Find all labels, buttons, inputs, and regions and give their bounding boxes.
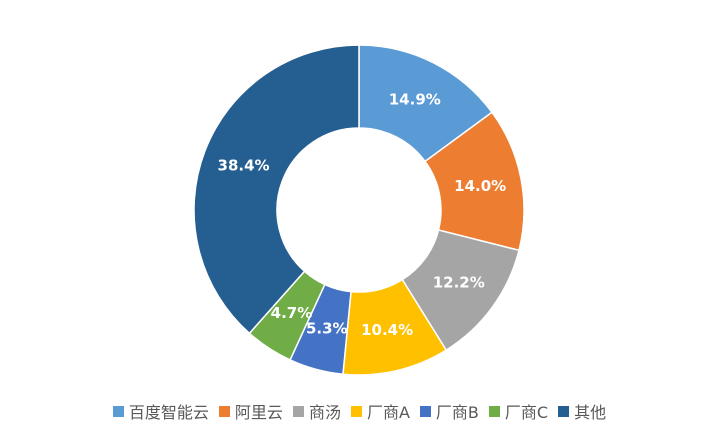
legend-swatch bbox=[488, 405, 500, 417]
legend-swatch bbox=[112, 405, 124, 417]
legend: 百度智能云 阿里云 商汤 厂商A 厂商B 厂商C 其他 bbox=[0, 399, 719, 423]
legend-label: 阿里云 bbox=[234, 403, 283, 422]
data-label: 12.2% bbox=[433, 273, 485, 291]
legend-label: 厂商C bbox=[504, 403, 549, 422]
data-label: 4.7% bbox=[271, 304, 313, 322]
legend-item: 阿里云 bbox=[218, 399, 283, 423]
legend-swatch bbox=[292, 405, 304, 417]
legend-swatch bbox=[419, 405, 431, 417]
legend-item: 商汤 bbox=[292, 399, 341, 423]
legend-swatch bbox=[350, 405, 362, 417]
plot: 14.9% 14.0% 12.2% 10.4% 5.3%4.7% 38.4% bbox=[193, 44, 525, 376]
legend-label: 百度智能云 bbox=[128, 403, 209, 422]
legend-item: 厂商B bbox=[419, 399, 479, 423]
legend-item: 厂商C bbox=[488, 399, 549, 423]
legend-label: 厂商A bbox=[366, 403, 410, 422]
legend-label: 其他 bbox=[574, 403, 607, 422]
legend-item: 百度智能云 bbox=[112, 399, 209, 423]
legend-item: 其他 bbox=[558, 399, 606, 423]
legend-item: 厂商A bbox=[350, 399, 410, 423]
data-label: 38.4% bbox=[218, 157, 270, 175]
legend-swatch bbox=[218, 405, 230, 417]
legend-label: 厂商B bbox=[435, 403, 479, 422]
data-label: 14.0% bbox=[454, 177, 506, 195]
data-label: 5.3% bbox=[306, 320, 348, 338]
legend-swatch bbox=[558, 405, 570, 417]
legend-label: 商汤 bbox=[308, 403, 341, 422]
data-label: 14.9% bbox=[389, 90, 441, 108]
data-label: 10.4% bbox=[361, 321, 413, 339]
donut-slice bbox=[193, 44, 360, 335]
